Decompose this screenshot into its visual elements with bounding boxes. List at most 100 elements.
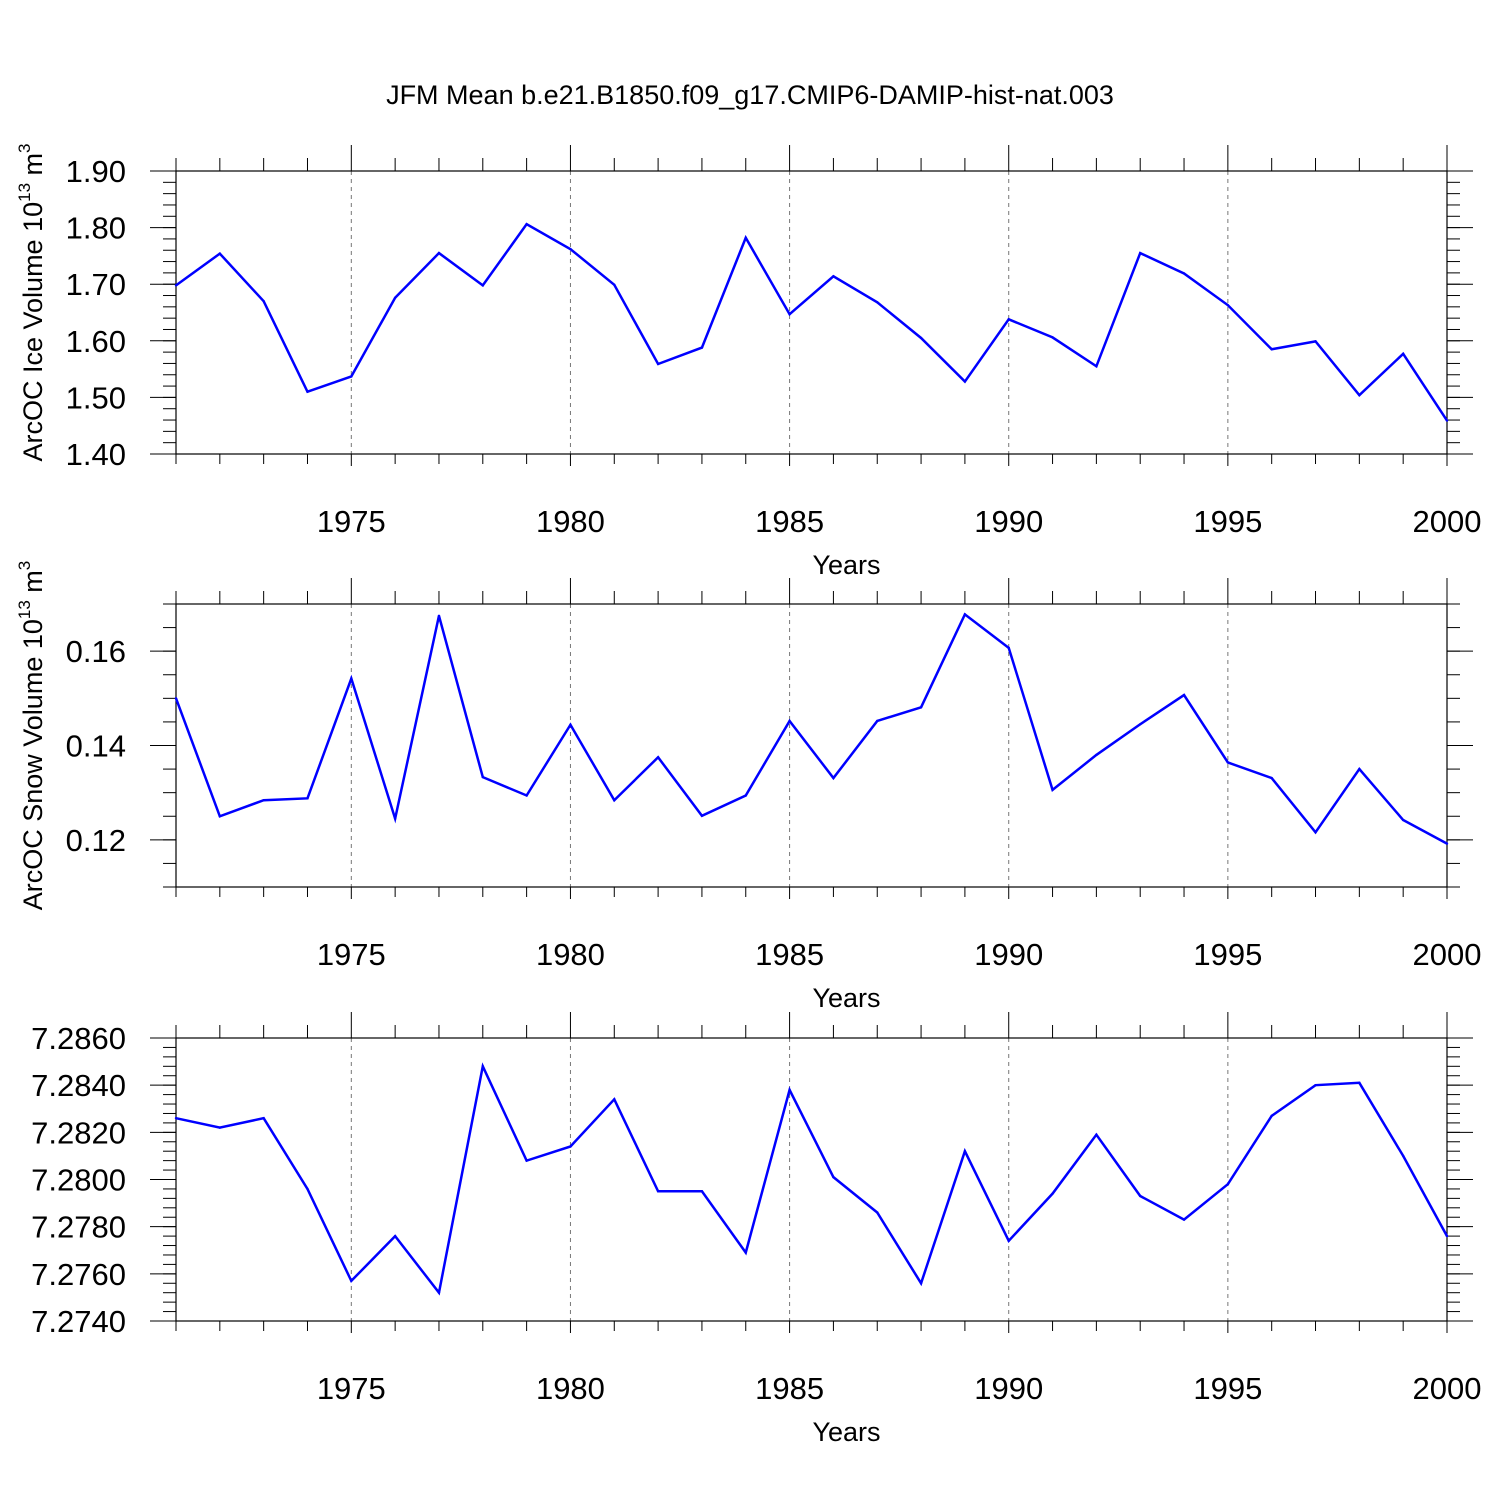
y-axis-label-unit-exponent: 3 xyxy=(15,143,34,152)
data-point xyxy=(788,1088,791,1092)
data-point xyxy=(1007,1239,1010,1243)
x-tick-label: 1980 xyxy=(536,1371,605,1406)
data-point xyxy=(1051,1192,1054,1195)
data-point xyxy=(1270,1114,1273,1118)
data-point xyxy=(350,375,353,378)
y-axis-label-text: ArcOC Snow Volume 10 xyxy=(18,619,48,910)
x-axis-label: Years xyxy=(812,983,880,1013)
data-point xyxy=(1226,761,1230,764)
data-point xyxy=(393,817,397,820)
data-point xyxy=(262,1116,265,1120)
data-point xyxy=(262,799,265,802)
y-axis-label-text: ArcOC Ice Volume 10 xyxy=(18,202,48,462)
data-point xyxy=(1358,1081,1361,1085)
data-point xyxy=(1358,393,1361,397)
data-point xyxy=(963,613,967,616)
data-point xyxy=(174,697,178,700)
data-point xyxy=(437,251,441,255)
series-line xyxy=(174,612,1448,845)
y-axis-label-unit-exponent: 3 xyxy=(15,561,34,570)
data-point xyxy=(306,390,309,393)
data-point xyxy=(700,1190,704,1193)
data-point xyxy=(700,346,704,349)
y-tick-label: 7.2740 xyxy=(31,1304,126,1339)
x-tick-label: 1990 xyxy=(974,937,1043,972)
data-point xyxy=(744,236,747,239)
data-point xyxy=(1095,1133,1098,1136)
data-point xyxy=(1445,419,1449,422)
data-point xyxy=(1051,788,1054,792)
data-point xyxy=(1314,1083,1317,1087)
data-point xyxy=(963,1150,967,1153)
y-tick-label: 7.2840 xyxy=(31,1068,126,1103)
data-point xyxy=(1182,1218,1186,1221)
data-point xyxy=(744,794,747,797)
x-tick-label: 1975 xyxy=(317,1371,386,1406)
plot-frame xyxy=(175,603,1448,888)
data-point xyxy=(218,252,222,255)
data-point xyxy=(613,1098,616,1101)
y-axis-label-exponent: 13 xyxy=(15,600,34,619)
y-axis-label: ArcOC Snow Volume 1013 m3 xyxy=(15,561,48,911)
x-tick-label: 1995 xyxy=(1193,504,1262,539)
series-line xyxy=(175,1062,1449,1296)
y-tick-label: 1.50 xyxy=(66,380,126,415)
data-point xyxy=(876,1211,879,1214)
y-axis-label-unit: m xyxy=(18,570,48,600)
data-point xyxy=(1270,348,1273,351)
x-tick-label: 1990 xyxy=(974,1371,1043,1406)
x-tick-label: 1980 xyxy=(536,504,605,539)
data-point xyxy=(218,1126,222,1129)
panel-3: 1975 1980 1985 1990 1995 2000 Years 7.2740 7.276… xyxy=(31,1012,1481,1447)
y-tick-label: 1.60 xyxy=(66,324,126,359)
data-point xyxy=(876,301,879,304)
data-point xyxy=(393,1234,397,1238)
data-point xyxy=(1182,693,1186,697)
series-line xyxy=(175,222,1449,422)
data-point xyxy=(876,719,879,723)
data-point xyxy=(350,677,353,680)
panel-2: 1975 1980 1985 1990 1995 2000 Years 0.12 0.14 0.1… xyxy=(15,561,1481,1013)
data-point xyxy=(919,336,923,340)
data-point xyxy=(1095,365,1098,368)
y-tick-label: 1.90 xyxy=(66,154,126,189)
plot-frame xyxy=(175,170,1448,455)
data-point xyxy=(832,776,835,780)
data-point xyxy=(306,1187,309,1191)
data-point xyxy=(613,799,616,802)
data-point xyxy=(481,1065,484,1068)
data-point xyxy=(1314,831,1317,834)
data-point xyxy=(525,1159,528,1162)
y-axis-label-exponent: 13 xyxy=(15,183,34,202)
data-point xyxy=(481,775,484,779)
y-tick-label: 1.40 xyxy=(66,437,126,472)
data-point xyxy=(656,756,660,759)
x-tick-label: 1985 xyxy=(755,1371,824,1406)
plot-frame xyxy=(175,1037,1448,1322)
data-point xyxy=(569,1145,572,1148)
data-point xyxy=(1182,272,1186,275)
x-tick-label: 1985 xyxy=(755,937,824,972)
data-point xyxy=(1314,340,1317,343)
y-tick-label: 0.14 xyxy=(66,729,126,764)
x-tick-label: 2000 xyxy=(1413,937,1482,972)
data-point xyxy=(1095,753,1098,757)
chart-title: JFM Mean b.e21.B1850.f09_g17.CMIP6-DAMIP… xyxy=(386,80,1114,110)
y-tick-label: 7.2780 xyxy=(31,1210,126,1245)
panel-1: 1975 1980 1985 1990 1995 2000 Years 1.40 1.50 1.6… xyxy=(15,143,1481,580)
data-point xyxy=(1051,336,1054,339)
data-point xyxy=(1007,646,1010,650)
data-point xyxy=(744,1251,747,1254)
data-point xyxy=(1226,1183,1230,1186)
x-tick-label: 1975 xyxy=(317,504,386,539)
data-point xyxy=(481,284,484,287)
data-point xyxy=(1445,1234,1449,1238)
y-tick-label: 0.12 xyxy=(66,823,126,858)
y-tick-label: 1.70 xyxy=(66,267,126,302)
x-axis-label: Years xyxy=(812,1417,880,1447)
x-tick-label: 1985 xyxy=(755,504,824,539)
y-axis-label: ArcOC Ice Volume 1013 m3 xyxy=(15,143,48,461)
data-point xyxy=(1358,767,1361,771)
data-point xyxy=(1401,352,1405,356)
data-point xyxy=(832,1175,835,1179)
